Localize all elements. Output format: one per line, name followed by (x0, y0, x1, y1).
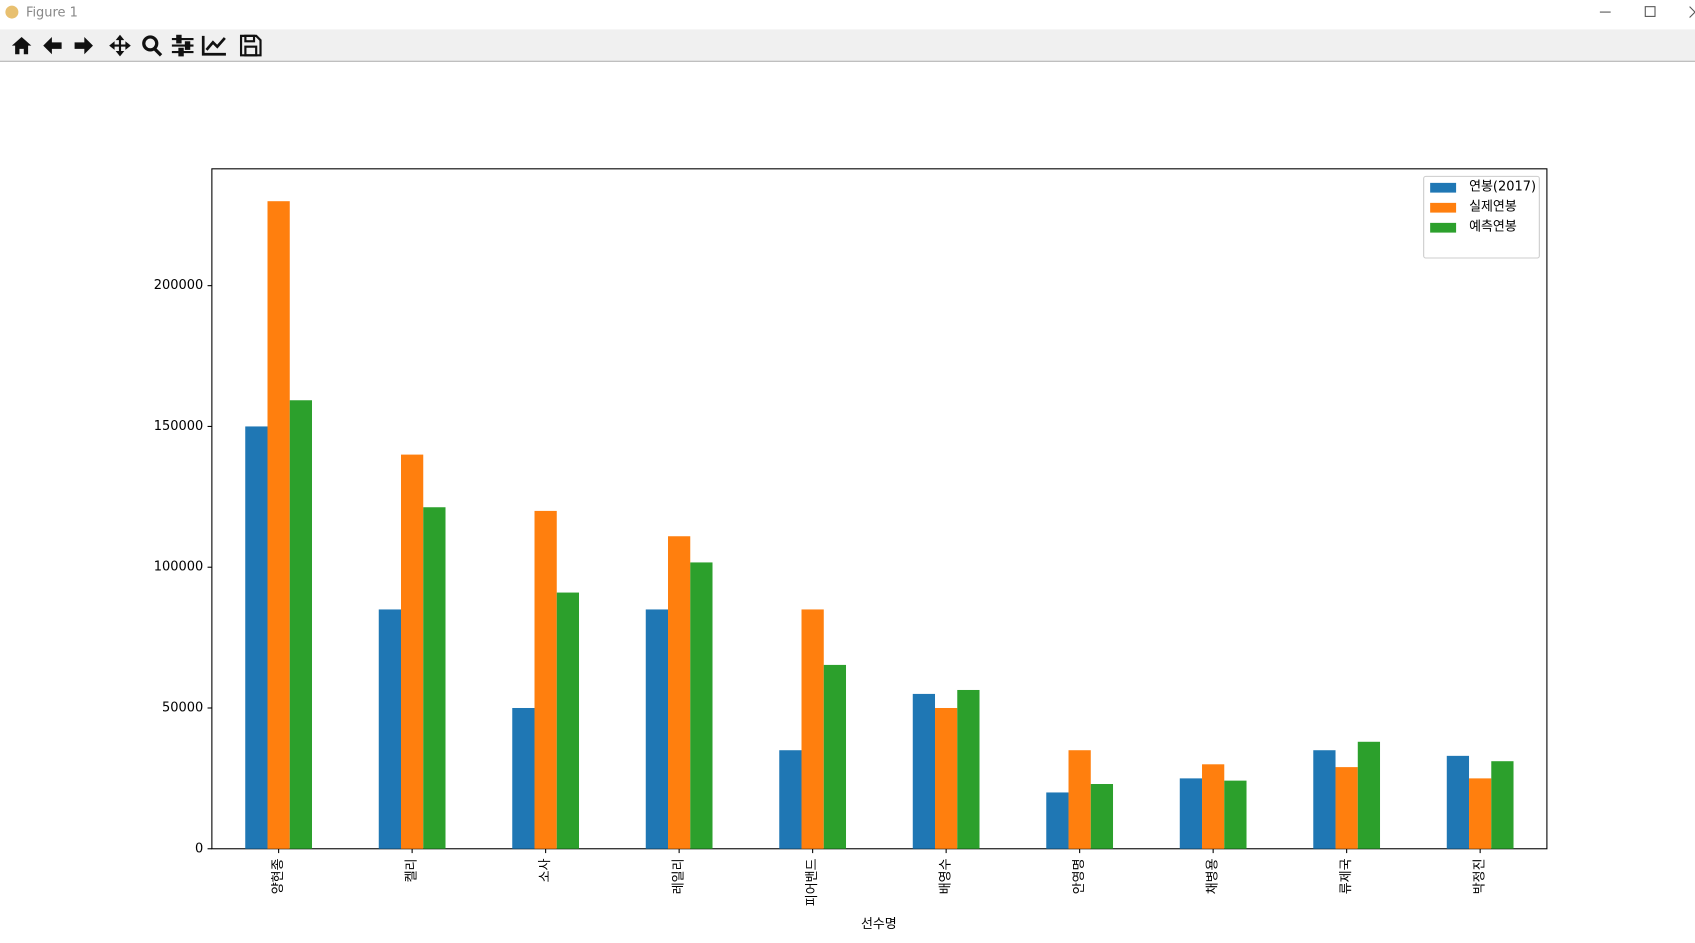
bar (267, 201, 290, 849)
bar (1446, 755, 1470, 849)
bar (779, 750, 802, 849)
x-tick-label: 양현종 (271, 858, 286, 894)
x-tick-label: 소사 (538, 858, 553, 882)
legend-box (1423, 175, 1540, 259)
x-tick-label: 안영명 (1072, 858, 1087, 894)
bar (645, 609, 669, 849)
forward-button[interactable] (74, 36, 93, 55)
plot: 0 50000 100000 150000 200000 양현종 켈리 소사 레일리 피어밴드 배영… (154, 175, 1540, 906)
bar (935, 707, 958, 849)
y-tick-label: 200000 (154, 278, 204, 293)
bar (957, 689, 980, 849)
legend-label: 예측연봉 (1469, 220, 1517, 235)
zoom-button[interactable] (142, 35, 163, 57)
bar (289, 400, 313, 849)
x-tick-label: 박정진 (1473, 858, 1488, 894)
bar (1068, 750, 1091, 849)
bar (668, 536, 691, 849)
bar (1313, 750, 1336, 849)
bar (690, 562, 713, 849)
bar (1046, 792, 1069, 849)
x-axis-label: 선수명 (861, 917, 897, 932)
toolbar-icons (11, 34, 262, 57)
bar (245, 426, 268, 849)
bar (1491, 761, 1514, 849)
bar (1090, 784, 1114, 849)
bar (401, 454, 424, 849)
x-tick-label: 채병용 (1206, 858, 1221, 894)
legend-label: 실제연봉 (1469, 200, 1517, 215)
toolbar (0, 29, 1695, 61)
bar (1469, 778, 1492, 849)
x-tick-label: 피어밴드 (805, 858, 820, 906)
bar (1202, 764, 1225, 849)
legend-swatch (1430, 182, 1457, 193)
close-button[interactable] (1689, 6, 1695, 18)
edit-axis-button[interactable] (201, 35, 226, 56)
bar (556, 592, 580, 849)
bar (1335, 767, 1358, 849)
y-tick-label: 50000 (162, 700, 203, 715)
x-tick-label: 배영수 (939, 858, 954, 894)
bar (423, 507, 446, 849)
window-title: Figure 1 (26, 6, 78, 21)
y-tick-label: 150000 (154, 419, 204, 434)
back-button[interactable] (43, 36, 62, 55)
bar (378, 609, 402, 849)
x-tick-label: 켈리 (405, 858, 420, 882)
bar (801, 609, 824, 849)
bar (1357, 741, 1381, 849)
y-tick-label: 0 (195, 841, 203, 856)
pan-button[interactable] (109, 34, 131, 57)
title-bar (0, 0, 1695, 27)
x-tick-label: 레일리 (672, 858, 687, 894)
save-button[interactable] (239, 34, 262, 57)
bar (1179, 778, 1203, 849)
bar (823, 664, 847, 849)
legend-swatch (1430, 222, 1457, 233)
bar (1224, 780, 1247, 849)
x-tick-label: 류제국 (1339, 858, 1354, 894)
bar (512, 707, 535, 849)
configure-button[interactable] (171, 34, 194, 57)
bar (912, 693, 936, 849)
y-tick-label: 100000 (154, 560, 204, 575)
app-icon (5, 5, 19, 19)
maximize-button[interactable] (1644, 6, 1656, 17)
legend-swatch (1430, 202, 1457, 213)
legend-label: 연봉(2017) (1469, 180, 1536, 195)
home-button[interactable] (11, 36, 32, 55)
bar (534, 510, 557, 849)
